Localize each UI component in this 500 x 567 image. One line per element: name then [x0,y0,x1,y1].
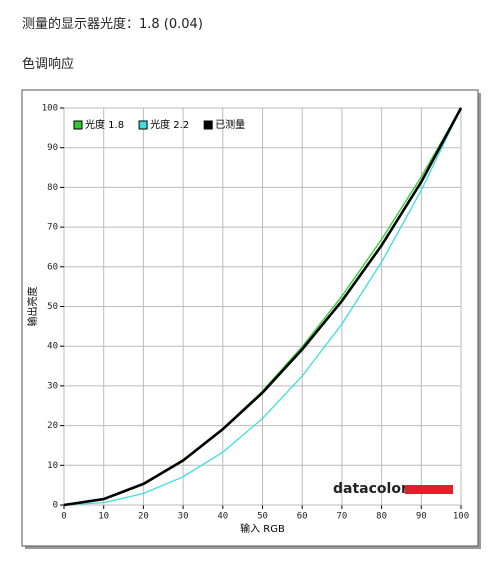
x-tick-label: 90 [416,512,427,522]
legend-label: 光度 2.2 [150,118,189,131]
y-tick-label: 20 [47,421,58,431]
legend-label: 光度 1.8 [85,118,124,131]
x-tick-label: 10 [98,512,109,522]
y-tick-label: 100 [42,104,58,114]
y-tick-label: 80 [47,183,58,193]
y-axis-label: 输出亮度 [26,287,39,327]
heading: 测量的显示器光度：1.8 (0.04) [22,17,203,32]
legend-swatch [203,120,213,130]
y-tick-label: 10 [47,461,58,471]
y-tick-label: 90 [47,143,58,153]
x-tick-label: 60 [297,512,308,522]
x-tick-label: 0 [61,512,66,522]
legend-swatch [73,120,83,130]
line [63,107,462,506]
legend-swatch [138,120,148,130]
x-tick-label: 50 [257,512,268,522]
y-tick-label: 60 [47,262,58,272]
y-tick-label: 0 [53,501,58,511]
legend-label: 已测量 [215,118,245,131]
x-axis-label: 输入 RGB [240,522,285,535]
y-tick-label: 30 [47,381,58,391]
x-tick-label: 20 [138,512,149,522]
logo: datacolor [333,481,408,497]
x-tick-label: 70 [336,512,347,522]
line [63,107,463,507]
y-tick-label: 70 [47,223,58,233]
x-tick-label: 100 [453,512,469,522]
x-tick-label: 40 [217,512,228,522]
x-tick-label: 80 [376,512,387,522]
y-tick-label: 40 [47,342,58,352]
section-title: 色调响应 [22,57,75,72]
logo-bar [405,485,453,494]
x-tick-label: 30 [178,512,189,522]
y-tick-label: 50 [47,302,58,312]
